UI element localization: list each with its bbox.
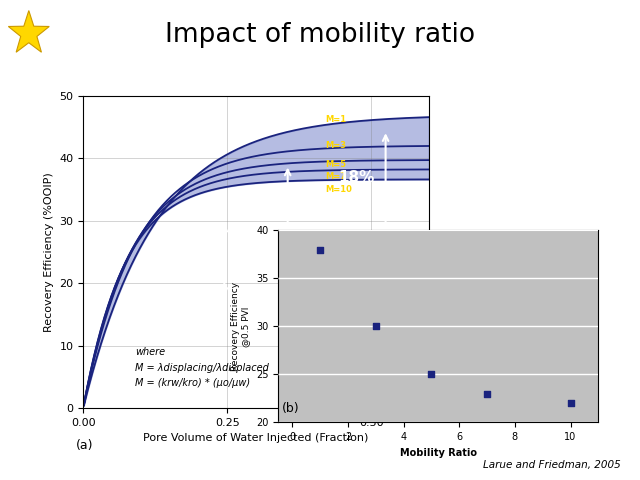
Y-axis label: Recovery Efficiency
@0.5 PVI: Recovery Efficiency @0.5 PVI [231, 282, 251, 371]
Text: (b): (b) [282, 402, 300, 415]
X-axis label: Pore Volume of Water Injected (Fraction): Pore Volume of Water Injected (Fraction) [143, 433, 369, 443]
Text: Impact of mobility ratio: Impact of mobility ratio [165, 22, 475, 48]
Text: 13%: 13% [166, 254, 202, 269]
Point [315, 246, 325, 253]
Text: M = (krw/kro) * (μo/μw): M = (krw/kro) * (μo/μw) [135, 378, 250, 388]
Text: Larue and Friedman, 2005: Larue and Friedman, 2005 [483, 460, 621, 470]
X-axis label: Mobility Ratio: Mobility Ratio [400, 448, 477, 457]
Text: M=5: M=5 [325, 160, 346, 169]
Text: 18%: 18% [339, 169, 375, 185]
Point [371, 323, 381, 330]
Text: M=3: M=3 [325, 141, 346, 150]
Text: (a): (a) [76, 439, 94, 452]
Text: 17%: 17% [241, 207, 277, 222]
Point [566, 399, 576, 407]
Text: M=7: M=7 [325, 172, 346, 181]
Point [482, 390, 492, 397]
Text: M=10: M=10 [325, 185, 352, 194]
Text: where: where [135, 347, 165, 357]
Point [426, 371, 436, 378]
Y-axis label: Recovery Efficiency (%OOIP): Recovery Efficiency (%OOIP) [44, 172, 54, 332]
Text: M = λdisplacing/λdisplaced: M = λdisplacing/λdisplaced [135, 362, 269, 372]
Text: M=1: M=1 [325, 115, 346, 124]
Polygon shape [8, 11, 49, 52]
